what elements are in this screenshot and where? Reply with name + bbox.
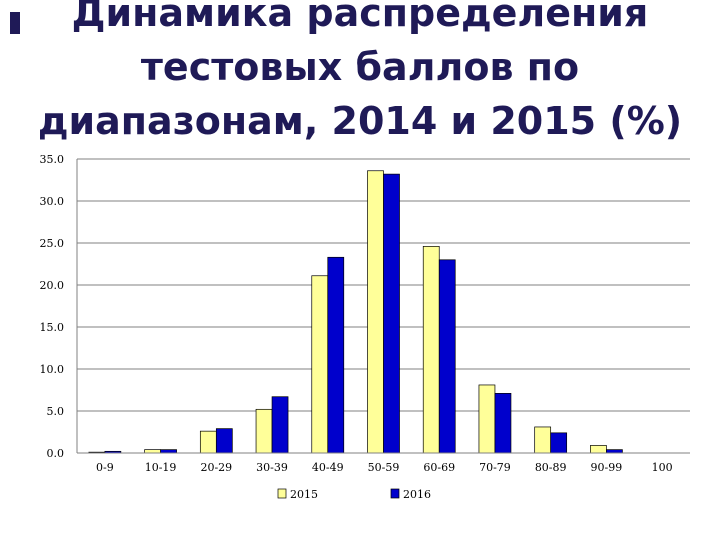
bar-2015-70-79 — [478, 384, 496, 454]
x-axis-ticks: 0-9 10-19 20-29 30-39 40-49 50-59 60-69 70-79 80… — [96, 461, 673, 474]
x-tick-label: 30-39 — [256, 461, 288, 474]
bar-2016-20-29 — [215, 428, 233, 454]
x-tick-label: 90-99 — [591, 461, 623, 474]
y-tick-label: 30.0 — [40, 195, 65, 208]
title-bullet — [10, 12, 20, 34]
x-tick-label: 20-29 — [200, 461, 232, 474]
y-tick-label: 15.0 — [40, 321, 65, 334]
y-tick-label: 35.0 — [40, 153, 65, 166]
bar-2016-70-79 — [494, 393, 512, 454]
bars — [88, 170, 623, 454]
x-tick-label: 0-9 — [96, 461, 114, 474]
y-tick-label: 5.0 — [47, 405, 65, 418]
bar-2016-80-89 — [550, 432, 568, 454]
y-tick-label: 25.0 — [40, 237, 65, 250]
bar-2015-80-89 — [534, 426, 552, 454]
bar-2015-20-29 — [199, 430, 217, 454]
bar-2016-60-69 — [438, 259, 456, 454]
slide-title: Динамика распределения тестовых баллов п… — [37, 0, 683, 143]
y-axis-ticks: 0.0 5.0 10.0 15.0 20.0 25.0 30.0 35.0 — [40, 153, 65, 460]
x-tick-label: 10-19 — [145, 461, 177, 474]
x-tick-label: 60-69 — [423, 461, 455, 474]
bar-2016-40-49 — [327, 256, 345, 454]
legend-swatch-2015 — [277, 488, 287, 499]
bar-2015-10-19 — [144, 449, 161, 454]
bar-2015-90-99 — [590, 445, 607, 454]
bar-2015-40-49 — [311, 275, 329, 454]
legend: 2015 2016 — [277, 488, 431, 501]
y-tick-label: 20.0 — [40, 279, 65, 292]
legend-label-2016: 2016 — [403, 488, 431, 501]
bar-2016-50-59 — [383, 173, 400, 454]
x-tick-label: 70-79 — [479, 461, 511, 474]
bar-2015-50-59 — [367, 170, 384, 454]
bar-2015-60-69 — [422, 246, 440, 454]
y-tick-label: 10.0 — [40, 363, 65, 376]
bar-2015-30-39 — [255, 408, 273, 454]
bar-2016-90-99 — [606, 449, 623, 454]
x-tick-label: 100 — [652, 461, 673, 474]
bar-2016-10-19 — [160, 449, 177, 454]
y-tick-label: 0.0 — [47, 447, 65, 460]
x-tick-label: 40-49 — [312, 461, 344, 474]
x-tick-label: 50-59 — [368, 461, 400, 474]
legend-swatch-2016 — [390, 488, 400, 499]
bar-2016-30-39 — [271, 396, 289, 454]
x-tick-label: 80-89 — [535, 461, 567, 474]
legend-label-2015: 2015 — [290, 488, 318, 501]
